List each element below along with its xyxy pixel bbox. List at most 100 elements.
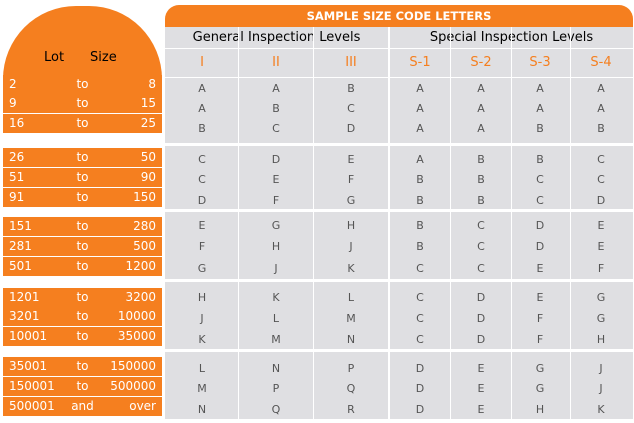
lot-range-to: 10000	[117, 309, 156, 323]
lot-range-to: 15	[140, 96, 156, 110]
code-letter-cell: A	[536, 82, 544, 95]
code-letter-cell: F	[198, 240, 206, 253]
column-header: S-1	[409, 55, 431, 70]
code-letter-cell: C	[477, 219, 485, 232]
code-letter-cell: G	[535, 362, 545, 375]
code-letter-cell: B	[536, 153, 544, 166]
code-letter-cell: N	[271, 362, 281, 375]
code-letter-cell: B	[597, 122, 605, 135]
code-letter-cell: D	[596, 194, 606, 207]
code-letter-cell: C	[597, 153, 605, 166]
lot-range-to: 25	[140, 116, 156, 130]
lot-range-row: 3201 to 10000	[3, 307, 162, 326]
lot-range-to: 50	[140, 150, 156, 164]
code-letter-cell: E	[477, 362, 485, 375]
code-letter-cell: C	[416, 333, 424, 346]
lot-range-row: 26 to 50	[3, 148, 162, 167]
lot-range-row: 500001 and over	[3, 397, 162, 416]
code-letter-cell: D	[476, 291, 486, 304]
column-divider	[450, 27, 451, 419]
lot-range-from: 35001	[9, 359, 48, 373]
code-letter-cell: G	[596, 312, 606, 325]
lot-range-to: 8	[148, 77, 156, 91]
lot-range-to: 150000	[110, 359, 156, 373]
code-letter-cell: J	[599, 362, 603, 375]
code-letter-cell: M	[271, 333, 281, 346]
column-header: II	[272, 55, 280, 70]
code-letter-cell: G	[271, 219, 281, 232]
lot-range-connector: to	[76, 77, 89, 91]
code-letter-cell: D	[346, 122, 356, 135]
lot-range-to: 1200	[125, 259, 156, 273]
code-letter-cell: F	[347, 173, 355, 186]
code-letter-cell: A	[536, 102, 544, 115]
code-letter-cell: A	[597, 82, 605, 95]
code-letter-cell: B	[477, 194, 485, 207]
column-divider	[570, 27, 571, 419]
lot-range-connector: to	[76, 379, 89, 393]
code-letter-cell: K	[272, 291, 280, 304]
code-letter-cell: D	[535, 240, 545, 253]
code-letter-cell: H	[346, 219, 356, 232]
code-letter-cell: G	[197, 262, 207, 275]
code-letter-cell: R	[347, 403, 355, 416]
lot-range-from: 151	[9, 219, 32, 233]
code-letter-cell: C	[347, 102, 355, 115]
lot-range-from: 10001	[9, 329, 48, 343]
code-letter-cell: N	[346, 333, 356, 346]
lot-range-connector: to	[76, 290, 89, 304]
code-letter-cell: B	[477, 173, 485, 186]
code-letter-cell: A	[416, 102, 424, 115]
code-letter-cell: J	[349, 240, 353, 253]
row-divider	[165, 209, 633, 212]
lot-range-from: 3201	[9, 309, 40, 323]
code-letter-cell: D	[197, 194, 207, 207]
code-letter-cell: A	[416, 122, 424, 135]
code-letter-cell: J	[274, 262, 278, 275]
code-letter-cell: B	[347, 82, 355, 95]
code-letter-cell: C	[198, 153, 206, 166]
lot-range-connector: to	[76, 359, 89, 373]
lot-range-to: 500000	[110, 379, 156, 393]
column-divider	[388, 27, 390, 419]
code-letter-cell: F	[536, 333, 544, 346]
code-letter-cell: H	[535, 403, 545, 416]
code-letter-cell: C	[597, 173, 605, 186]
code-letter-cell: A	[477, 82, 485, 95]
code-letter-cell: B	[272, 102, 280, 115]
code-letter-cell: G	[535, 382, 545, 395]
code-letter-cell: A	[416, 153, 424, 166]
lot-range-connector: to	[76, 259, 89, 273]
code-letter-cell: E	[597, 240, 605, 253]
code-letter-cell: E	[536, 262, 544, 275]
code-letter-cell: A	[477, 102, 485, 115]
code-letter-cell: J	[599, 382, 603, 395]
lot-range-connector: to	[76, 239, 89, 253]
code-letter-cell: B	[416, 219, 424, 232]
code-letter-cell: E	[597, 219, 605, 232]
lot-range-to: 90	[140, 170, 156, 184]
lot-range-from: 501	[9, 259, 32, 273]
lot-range-connector: to	[76, 329, 89, 343]
code-letter-cell: C	[477, 262, 485, 275]
code-letter-cell: E	[198, 219, 206, 232]
table-title: SAMPLE SIZE CODE LETTERS	[165, 5, 633, 27]
lot-range-connector: to	[76, 309, 89, 323]
code-letter-cell: A	[477, 122, 485, 135]
lot-range-connector: to	[76, 116, 89, 130]
size-header-label: Size	[90, 50, 117, 65]
code-letter-cell: B	[416, 194, 424, 207]
code-letter-cell: B	[416, 173, 424, 186]
column-divider	[313, 27, 314, 419]
lot-range-connector: to	[76, 190, 89, 204]
lot-range-to: over	[129, 399, 156, 413]
code-letter-cell: Q	[271, 403, 281, 416]
lot-range-connector: to	[76, 150, 89, 164]
lot-range-from: 91	[9, 190, 25, 204]
code-letter-cell: H	[271, 240, 281, 253]
lot-range-from: 51	[9, 170, 25, 184]
code-letter-cell: A	[597, 102, 605, 115]
code-letter-cell: E	[477, 382, 485, 395]
lot-range-connector: to	[76, 96, 89, 110]
code-letter-cell: P	[347, 362, 355, 375]
